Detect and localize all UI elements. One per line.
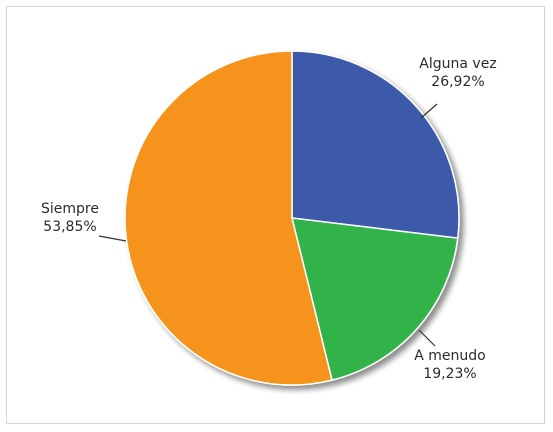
slice-percent-alguna-vez: 26,92% (431, 74, 484, 90)
leader-line-alguna-vez (420, 103, 438, 119)
leader-line-a-menudo (418, 329, 436, 347)
pie-slice-a-menudo[interactable] (291, 217, 459, 382)
leader-line-siempre (98, 235, 127, 242)
slice-percent-siempre: 53,85% (43, 219, 96, 235)
pie-slices (124, 50, 460, 386)
pie-labels: Alguna vez 26,92% A menudo 19,23% Siempre 53,… (41, 56, 497, 382)
slice-label-siempre: Siempre (41, 201, 99, 217)
slice-percent-a-menudo: 19,23% (423, 366, 476, 382)
pie-slice-alguna-vez[interactable] (291, 50, 460, 239)
slice-label-alguna-vez: Alguna vez (419, 56, 496, 72)
pie-slice-siempre[interactable] (124, 50, 333, 386)
slice-label-a-menudo: A menudo (414, 348, 485, 364)
